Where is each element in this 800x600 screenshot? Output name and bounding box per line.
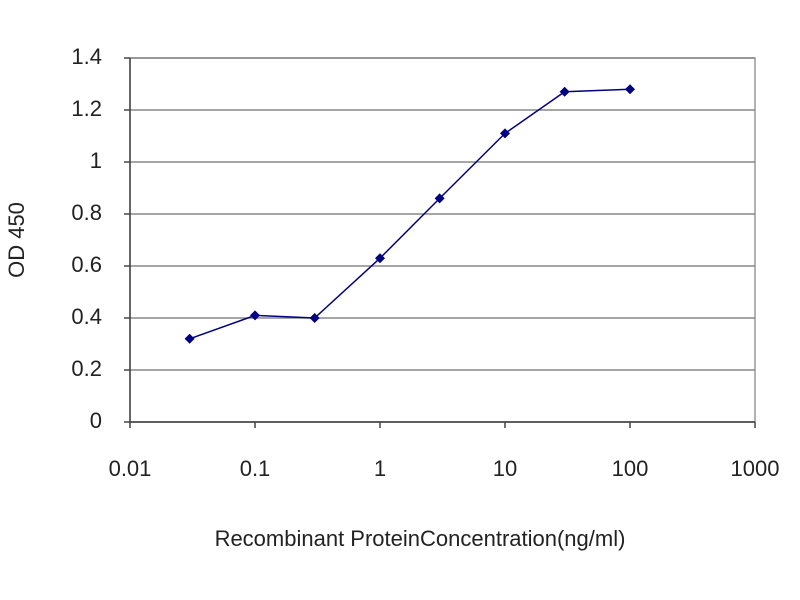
y-tick-label: 1 — [90, 148, 102, 173]
data-point — [500, 128, 510, 139]
data-point — [625, 84, 635, 95]
data-point — [250, 310, 260, 321]
data-point — [375, 253, 385, 264]
data-point — [309, 313, 320, 323]
y-tick-label: 0.2 — [71, 356, 102, 381]
data-point — [184, 333, 195, 344]
y-tick-label: 0.4 — [71, 304, 102, 329]
x-tick-label: 0.01 — [109, 456, 152, 481]
y-tick-label: 0.6 — [71, 252, 102, 277]
x-tick-label: 100 — [612, 456, 649, 481]
x-tick-label: 1 — [374, 456, 386, 481]
data-point — [434, 193, 445, 204]
x-axis-label: Recombinant ProteinConcentration(ng/ml) — [215, 526, 626, 551]
data-point — [559, 86, 570, 97]
y-tick-label: 0.8 — [71, 200, 102, 225]
data-line — [189, 88, 631, 340]
y-tick-label: 1.4 — [71, 44, 102, 69]
y-tick-label: 1.2 — [71, 96, 102, 121]
y-tick-label: 0 — [90, 408, 102, 433]
x-tick-label: 1000 — [731, 456, 780, 481]
x-tick-label: 0.1 — [240, 456, 271, 481]
x-tick-label: 10 — [493, 456, 517, 481]
y-axis-label: OD 450 — [4, 202, 29, 278]
plot-area — [129, 57, 756, 423]
